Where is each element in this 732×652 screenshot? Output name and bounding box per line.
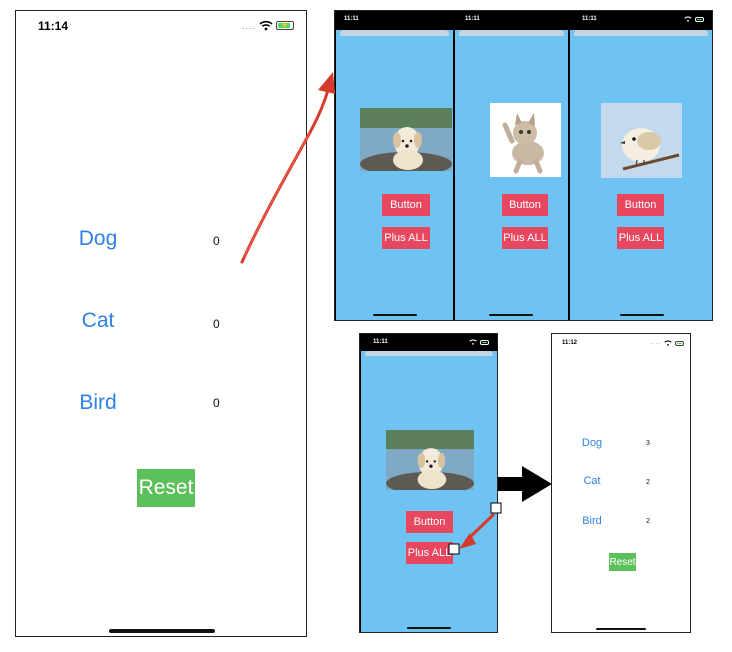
status-time: 11:11: [344, 16, 359, 22]
bird-label: Bird: [79, 391, 117, 414]
dog-count: 3: [646, 440, 650, 447]
wifi-icon: [469, 339, 477, 345]
plus-all-button[interactable]: Plus ALL: [502, 227, 548, 249]
red-arrow-icon: [240, 72, 335, 264]
cat-count: 2: [646, 479, 650, 486]
bird-photo: [601, 103, 682, 178]
battery-icon: [675, 340, 684, 346]
home-indicator: [596, 628, 646, 630]
bird-count: 0: [213, 396, 220, 410]
cat-count: 0: [213, 317, 220, 331]
signal-dots-icon: ....: [650, 340, 661, 346]
drag-handle[interactable]: [490, 502, 502, 514]
puppy-photo: [386, 430, 474, 490]
battery-icon: [695, 16, 704, 22]
signal-dots-icon: ....: [241, 20, 256, 31]
button[interactable]: Button: [406, 511, 453, 533]
plus-all-button[interactable]: Plus ALL: [406, 542, 453, 564]
status-icons: [469, 339, 489, 345]
puppy-photo: [360, 108, 452, 171]
tap-marker[interactable]: [448, 543, 460, 555]
button[interactable]: Button: [617, 194, 664, 216]
cat-label: Cat: [81, 309, 115, 332]
black-arrow-icon: [498, 466, 552, 502]
dog-label: Dog: [78, 227, 118, 250]
tap-screen: 11:11 Button: [359, 333, 498, 633]
home-indicator: [407, 627, 451, 629]
status-icons: ....: [650, 340, 684, 346]
dog-count: 0: [213, 234, 220, 248]
kitten-photo: [490, 103, 561, 177]
bird-count: 2: [646, 518, 650, 525]
battery-icon: ⚡: [276, 21, 294, 30]
plus-all-button[interactable]: Plus ALL: [617, 227, 664, 249]
wifi-icon: [259, 20, 273, 31]
status-time: 11:11: [373, 339, 388, 345]
home-indicator: [489, 314, 533, 316]
wifi-icon: [684, 16, 692, 22]
cat-label: Cat: [583, 475, 601, 487]
button[interactable]: Button: [502, 194, 548, 216]
detail-screen-cat: 11:11 Button Plus ALL: [455, 11, 568, 320]
bird-label: Bird: [582, 515, 602, 527]
button[interactable]: Button: [382, 194, 430, 216]
home-indicator: [620, 314, 664, 316]
detail-screen-bird: 11:11 Button Plus ALL: [570, 11, 712, 320]
status-icons: .... ⚡: [242, 20, 294, 31]
status-time: 11:11: [465, 16, 480, 22]
status-time: 11:14: [38, 19, 69, 33]
tap-screen-content: 11:11 Button: [361, 334, 497, 632]
main-screen: 11:14 .... ⚡ Dog 0 Cat 0 Bird 0 Reset: [15, 10, 307, 637]
wifi-icon: [664, 340, 672, 346]
detail-screen-dog: 11:11 Button Plus ALL: [336, 11, 453, 320]
plus-all-button[interactable]: Plus ALL: [382, 227, 430, 249]
reset-button[interactable]: Reset: [137, 469, 195, 507]
home-indicator: [109, 629, 215, 633]
reset-button[interactable]: Reset: [609, 553, 636, 571]
status-time: 11:12: [562, 340, 578, 346]
battery-icon: [480, 339, 489, 345]
detail-screens-strip: 11:11 Button Plus ALL 11:11: [334, 10, 713, 321]
dog-label: Dog: [581, 437, 603, 449]
status-icons: [684, 16, 704, 22]
home-indicator: [373, 314, 417, 316]
result-screen: 11:12 .... Dog 3 Cat 2 Bird 2 Reset: [551, 333, 691, 633]
status-time: 11:11: [582, 16, 597, 22]
red-arrow-icon: [459, 512, 496, 549]
